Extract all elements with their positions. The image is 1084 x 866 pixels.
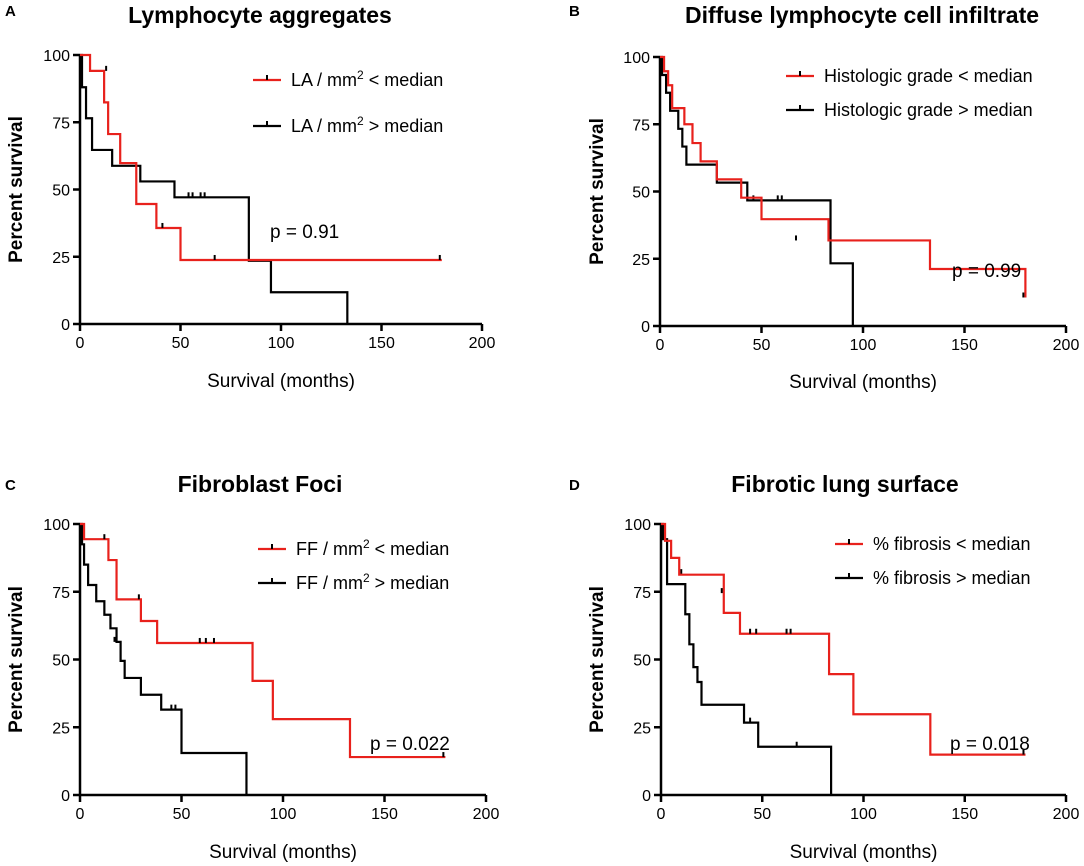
survival-curve-series-2 [661, 522, 833, 795]
chart-title: Diffuse lymphocyte cell infiltrate [685, 2, 1039, 28]
y-tick-label: 75 [52, 585, 70, 602]
y-tick-label: 50 [633, 653, 651, 670]
x-tick-label: 0 [76, 806, 85, 823]
y-tick-label: 100 [43, 48, 70, 65]
p-value-annotation: p = 0.99 [952, 261, 1021, 282]
panel-letter: A [5, 3, 16, 20]
y-tick-label: 75 [52, 115, 70, 132]
x-tick-label: 150 [951, 337, 978, 354]
survival-curve-series-1 [660, 55, 1027, 298]
x-tick-label: 200 [469, 335, 496, 352]
x-tick-label: 100 [270, 806, 297, 823]
y-tick-label: 50 [52, 653, 70, 670]
y-tick-label: 0 [642, 788, 651, 805]
y-tick-label: 75 [632, 117, 650, 134]
legend-label: Histologic grade < median [824, 66, 1033, 86]
legend-label: Histologic grade > median [824, 100, 1033, 120]
y-tick-label: 75 [633, 585, 651, 602]
survival-curve-series-1 [661, 522, 1026, 756]
legend-label: LA / mm2 < median [291, 68, 443, 90]
y-tick-label: 25 [52, 250, 70, 267]
chart-title: Fibrotic lung surface [731, 471, 958, 497]
y-tick-label: 25 [52, 720, 70, 737]
x-tick-label: 200 [1053, 337, 1080, 354]
p-value-annotation: p = 0.018 [950, 734, 1030, 755]
y-tick-label: 50 [632, 185, 650, 202]
p-value-annotation: p = 0.022 [370, 734, 450, 755]
x-tick-label: 0 [76, 335, 85, 352]
chart-title: Fibroblast Foci [178, 471, 343, 497]
survival-curve-series-1 [80, 53, 442, 262]
x-axis-label: Survival (months) [790, 842, 938, 863]
x-tick-label: 200 [1053, 806, 1080, 823]
x-tick-label: 0 [656, 337, 665, 354]
x-tick-label: 100 [268, 335, 295, 352]
panel-letter: C [5, 477, 16, 494]
x-tick-label: 150 [951, 806, 978, 823]
y-tick-label: 25 [633, 720, 651, 737]
y-tick-label: 25 [632, 252, 650, 269]
y-axis-label: Percent survival [6, 116, 27, 263]
y-tick-label: 50 [52, 183, 70, 200]
y-axis-label: Percent survival [587, 118, 608, 265]
x-tick-label: 0 [657, 806, 666, 823]
x-tick-label: 200 [473, 806, 500, 823]
y-tick-label: 0 [61, 317, 70, 334]
panel-letter: D [569, 477, 580, 494]
survival-curve-series-2 [80, 53, 349, 324]
x-tick-label: 50 [753, 806, 771, 823]
x-axis-label: Survival (months) [209, 842, 357, 863]
panel-c: C Fibroblast Foci 0 50 100 150 200 0 25 50 75 100 Su… [5, 471, 499, 863]
y-tick-label: 0 [641, 319, 650, 336]
legend-label: FF / mm2 < median [296, 537, 449, 559]
x-tick-label: 100 [850, 337, 877, 354]
p-value-annotation: p = 0.91 [270, 222, 339, 243]
panel-a: A Lymphocyte aggregates 0 50 100 150 200 0 25 50 7… [5, 2, 495, 392]
survival-curve-series-2 [80, 522, 248, 795]
x-tick-label: 50 [172, 335, 190, 352]
x-tick-label: 150 [371, 806, 398, 823]
y-axis-label: Percent survival [587, 586, 608, 733]
survival-curve-series-2 [660, 55, 854, 326]
panel-d: D Fibrotic lung surface 0 50 100 150 200 0 25 50 7… [569, 471, 1079, 863]
x-axis-label: Survival (months) [207, 371, 355, 392]
x-tick-label: 50 [173, 806, 191, 823]
x-tick-label: 100 [850, 806, 877, 823]
x-tick-label: 150 [368, 335, 395, 352]
legend-label: LA / mm2 > median [291, 114, 443, 136]
panel-letter: B [569, 3, 580, 20]
y-tick-label: 100 [623, 50, 650, 67]
chart-title: Lymphocyte aggregates [128, 2, 392, 28]
y-tick-label: 100 [624, 517, 651, 534]
panel-b: B Diffuse lymphocyte cell infiltrate 0 50 10… [569, 2, 1079, 393]
x-tick-label: 50 [753, 337, 771, 354]
legend-label: % fibrosis < median [873, 534, 1031, 554]
x-axis-label: Survival (months) [789, 372, 937, 393]
legend-label: FF / mm2 > median [296, 571, 449, 593]
y-axis-label: Percent survival [6, 586, 27, 733]
y-tick-label: 100 [43, 517, 70, 534]
y-tick-label: 0 [61, 788, 70, 805]
legend-label: % fibrosis > median [873, 568, 1031, 588]
